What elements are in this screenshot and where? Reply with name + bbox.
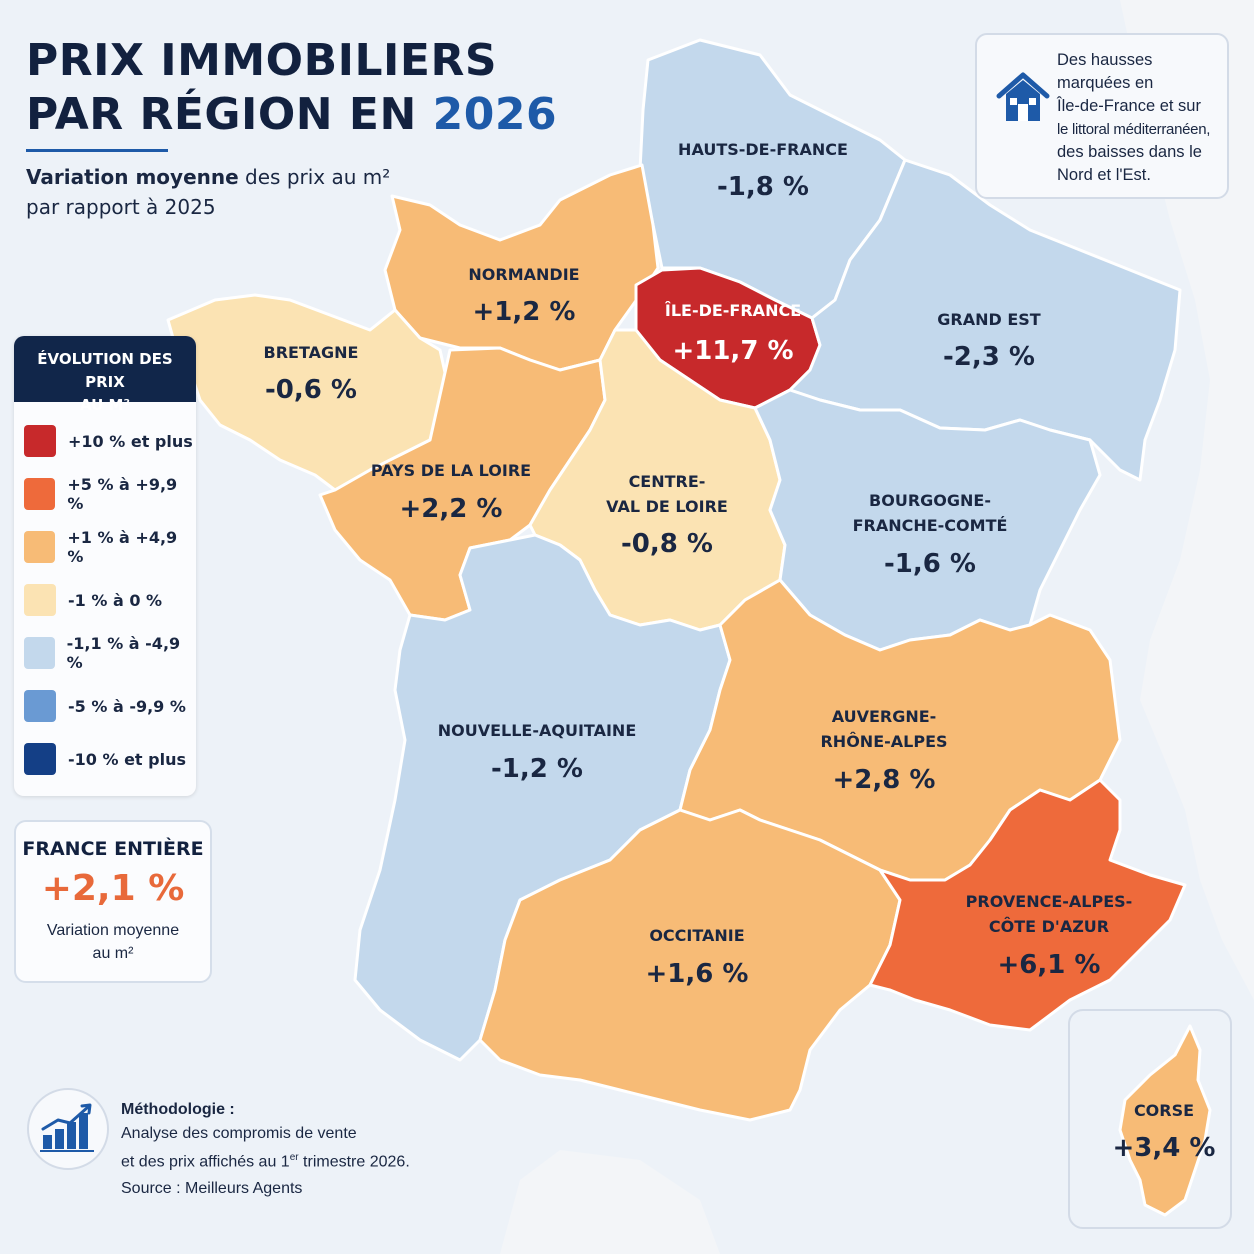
region-name-label: OCCITANIE: [649, 926, 744, 945]
neighbour-land-south: [500, 1150, 720, 1254]
region-value-label: -0,6 %: [265, 375, 357, 405]
region-value-label: -0,8 %: [621, 529, 713, 559]
region-value-label: +11,7 %: [672, 336, 793, 366]
subtitle-line2: par rapport à 2025: [26, 195, 216, 219]
legend-label: -5 % à -9,9 %: [68, 696, 186, 716]
legend-label: -1,1 % à -4,9 %: [66, 634, 181, 672]
region-name-label: PROVENCE-ALPES-: [966, 892, 1133, 911]
legend-swatch: [24, 743, 56, 775]
legend-label: +5 % à +9,9 %: [67, 475, 178, 513]
legend-swatch: [24, 637, 55, 669]
legend-label: +10 % et plus: [68, 431, 193, 451]
methodology-line1: Analyse des compromis de vente: [121, 1125, 357, 1142]
region-name-label: NORMANDIE: [468, 265, 579, 284]
page-title: PRIX IMMOBILIERS PAR RÉGION EN 2026: [26, 34, 557, 142]
methodology-line2-suffix: trimestre 2026.: [298, 1153, 410, 1171]
legend-swatch: [24, 690, 56, 722]
corse-inset-frame: [1068, 1009, 1232, 1229]
region-value-label: +2,8 %: [833, 765, 936, 795]
region-name-label: CENTRE-: [629, 472, 706, 491]
legend-title-line2: AU M²: [79, 396, 131, 414]
region-value-label: +1,2 %: [473, 297, 576, 327]
france-total-caption-line1: Variation moyenne: [46, 922, 180, 939]
region-occitanie[interactable]: [478, 808, 902, 1122]
legend-item: -10 % et plus: [24, 743, 186, 775]
subtitle: Variation moyenne des prix au m² par rapp…: [26, 162, 390, 222]
region-name-label: AUVERGNE-: [832, 707, 937, 726]
france-total-caption-line2: au m²: [92, 945, 134, 962]
legend-item: +10 % et plus: [24, 425, 193, 457]
region-name-label: CORSE: [1134, 1101, 1194, 1120]
legend: ÉVOLUTION DES PRIX AU M² +10 % et plus +5…: [14, 336, 196, 796]
region-value-label: +3,4 %: [1113, 1133, 1216, 1163]
region-bourgogne-franche-comte[interactable]: [753, 388, 1102, 652]
france-total-label: FRANCE ENTIÈRE: [22, 838, 204, 860]
legend-label: -10 % et plus: [68, 749, 186, 769]
source-note: Source : Meilleurs Agents: [121, 1180, 303, 1197]
region-name-label: VAL DE LOIRE: [606, 497, 728, 516]
methodology-line2-sup: er: [289, 1152, 299, 1163]
region-name-label: GRAND EST: [937, 310, 1041, 329]
region-value-label: -1,6 %: [884, 549, 976, 579]
legend-swatch: [24, 478, 56, 510]
callout-line: Des hausses: [1057, 51, 1153, 69]
key-insight-callout: Des hausses marquées en Île-de-France et…: [975, 33, 1229, 199]
region-value-label: -2,3 %: [943, 342, 1035, 372]
legend-label: -1 % à 0 %: [68, 590, 163, 610]
subtitle-bold: Variation moyenne: [26, 165, 239, 189]
france-total-value: +2,1 %: [41, 868, 185, 909]
neighbour-land-east: [1120, 0, 1254, 1000]
legend-title-line1: ÉVOLUTION DES PRIX: [37, 350, 173, 391]
legend-item: -5 % à -9,9 %: [24, 690, 186, 722]
bar-chart-icon: [27, 1088, 109, 1170]
region-name-label: CÔTE D'AZUR: [989, 917, 1109, 936]
region-provence-alpes-cote-d-azur[interactable]: [868, 778, 1187, 1032]
legend-swatch: [24, 584, 56, 616]
callout-line: des baisses dans le: [1057, 143, 1202, 161]
title-year: 2026: [432, 89, 558, 140]
legend-item: +5 % à +9,9 %: [24, 475, 196, 513]
callout-line: Nord et l'Est.: [1057, 166, 1151, 184]
title-line1: PRIX IMMOBILIERS: [26, 35, 498, 86]
methodology-title: Méthodologie :: [121, 1101, 235, 1118]
region-name-label: BRETAGNE: [264, 343, 359, 362]
region-value-label: -1,2 %: [491, 754, 583, 784]
region-name-label: BOURGOGNE-: [869, 491, 991, 510]
callout-line: le littoral méditerranéen,: [1057, 121, 1211, 138]
legend-swatch: [24, 425, 56, 457]
region-value-label: +1,6 %: [646, 959, 749, 989]
france-total-caption: Variation moyenne au m²: [16, 919, 210, 965]
region-name-label: HAUTS-DE-FRANCE: [678, 140, 848, 159]
region-name-label: PAYS DE LA LOIRE: [371, 461, 531, 480]
legend-title: ÉVOLUTION DES PRIX AU M²: [14, 336, 196, 414]
callout-line: marquées en: [1057, 74, 1154, 92]
title-line2-prefix: PAR RÉGION EN: [26, 89, 433, 140]
region-name-label: RHÔNE-ALPES: [820, 732, 947, 751]
legend-label: +1 % à +4,9 %: [67, 528, 178, 566]
region-corse[interactable]: [1118, 1024, 1212, 1217]
callout-line: Île-de-France et sur: [1057, 97, 1201, 115]
region-name-label: FRANCHE-COMTÉ: [853, 516, 1008, 535]
legend-item: -1,1 % à -4,9 %: [24, 634, 196, 672]
house-icon: [996, 72, 1050, 121]
methodology: Méthodologie : Analyse des compromis de …: [121, 1098, 431, 1174]
legend-item: +1 % à +4,9 %: [24, 528, 196, 566]
subtitle-rest: des prix au m²: [238, 165, 391, 189]
region-value-label: -1,8 %: [717, 172, 809, 202]
france-total-card: FRANCE ENTIÈRE +2,1 % Variation moyenne a…: [14, 820, 212, 983]
region-name-label: ÎLE-DE-FRANCE: [665, 301, 801, 320]
title-underline: [26, 149, 168, 152]
region-name-label: NOUVELLE-AQUITAINE: [438, 721, 637, 740]
legend-swatch: [24, 531, 56, 563]
methodology-line2-prefix: et des prix affichés au 1: [121, 1153, 290, 1171]
callout-text: Des hausses marquées en Île-de-France et…: [1057, 49, 1225, 187]
region-value-label: +6,1 %: [998, 950, 1101, 980]
region-labels: HAUTS-DE-FRANCE -1,8 % NORMANDIE +1,2 % ÎLE-…: [264, 140, 1216, 1163]
region-value-label: +2,2 %: [400, 494, 503, 524]
legend-item: -1 % à 0 %: [24, 584, 162, 616]
methodology-line2: et des prix affichés au 1er trimestre 20…: [121, 1146, 431, 1174]
